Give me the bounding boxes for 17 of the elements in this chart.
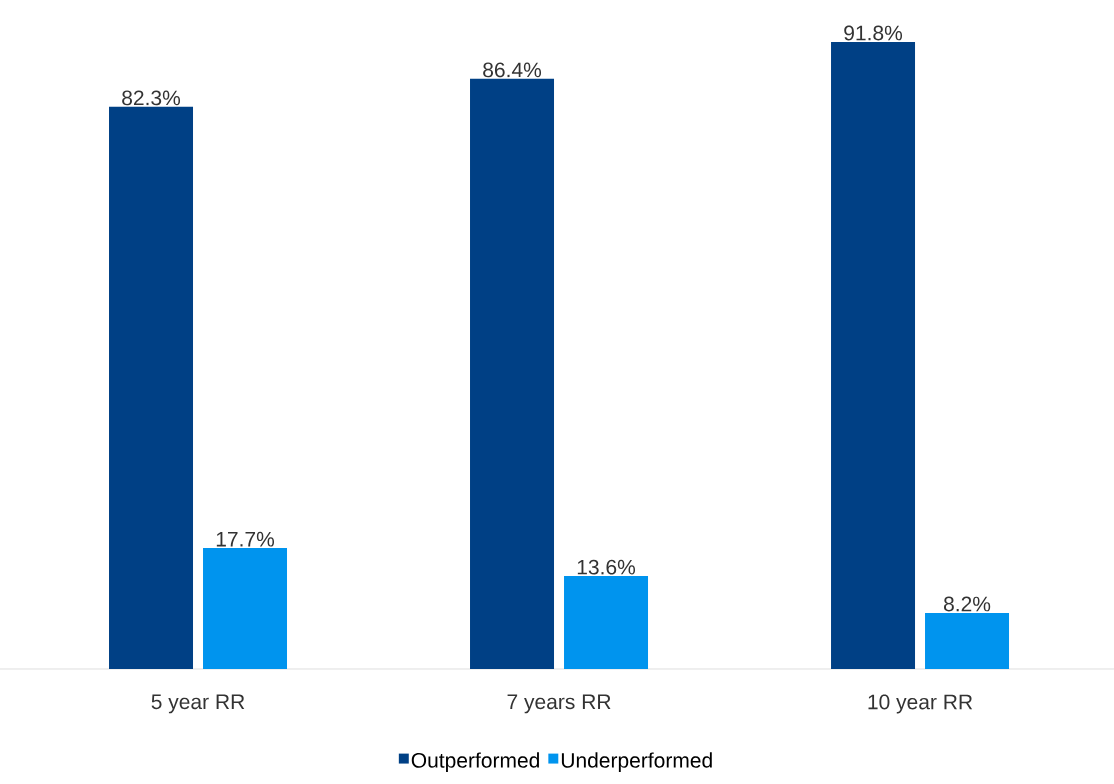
bar bbox=[203, 548, 288, 669]
data-label: 17.7% bbox=[216, 531, 275, 547]
data-label: 82.3% bbox=[122, 90, 181, 106]
x-tick-label: 10 year RR bbox=[868, 694, 973, 714]
data-label: 86.4% bbox=[483, 62, 542, 78]
legend-label: Underperformed bbox=[561, 752, 712, 772]
bar bbox=[470, 78, 555, 669]
x-tick-label: 5 year RR bbox=[151, 694, 245, 714]
x-tick-label: 7 years RR bbox=[507, 694, 611, 714]
data-label: 13.6% bbox=[577, 559, 636, 575]
legend-label: Outperformed bbox=[411, 752, 539, 772]
bar bbox=[831, 41, 916, 669]
data-label: 8.2% bbox=[944, 596, 991, 612]
data-label: 91.8% bbox=[844, 25, 903, 41]
bar bbox=[109, 106, 194, 669]
bar bbox=[925, 612, 1010, 669]
bar bbox=[564, 576, 649, 669]
